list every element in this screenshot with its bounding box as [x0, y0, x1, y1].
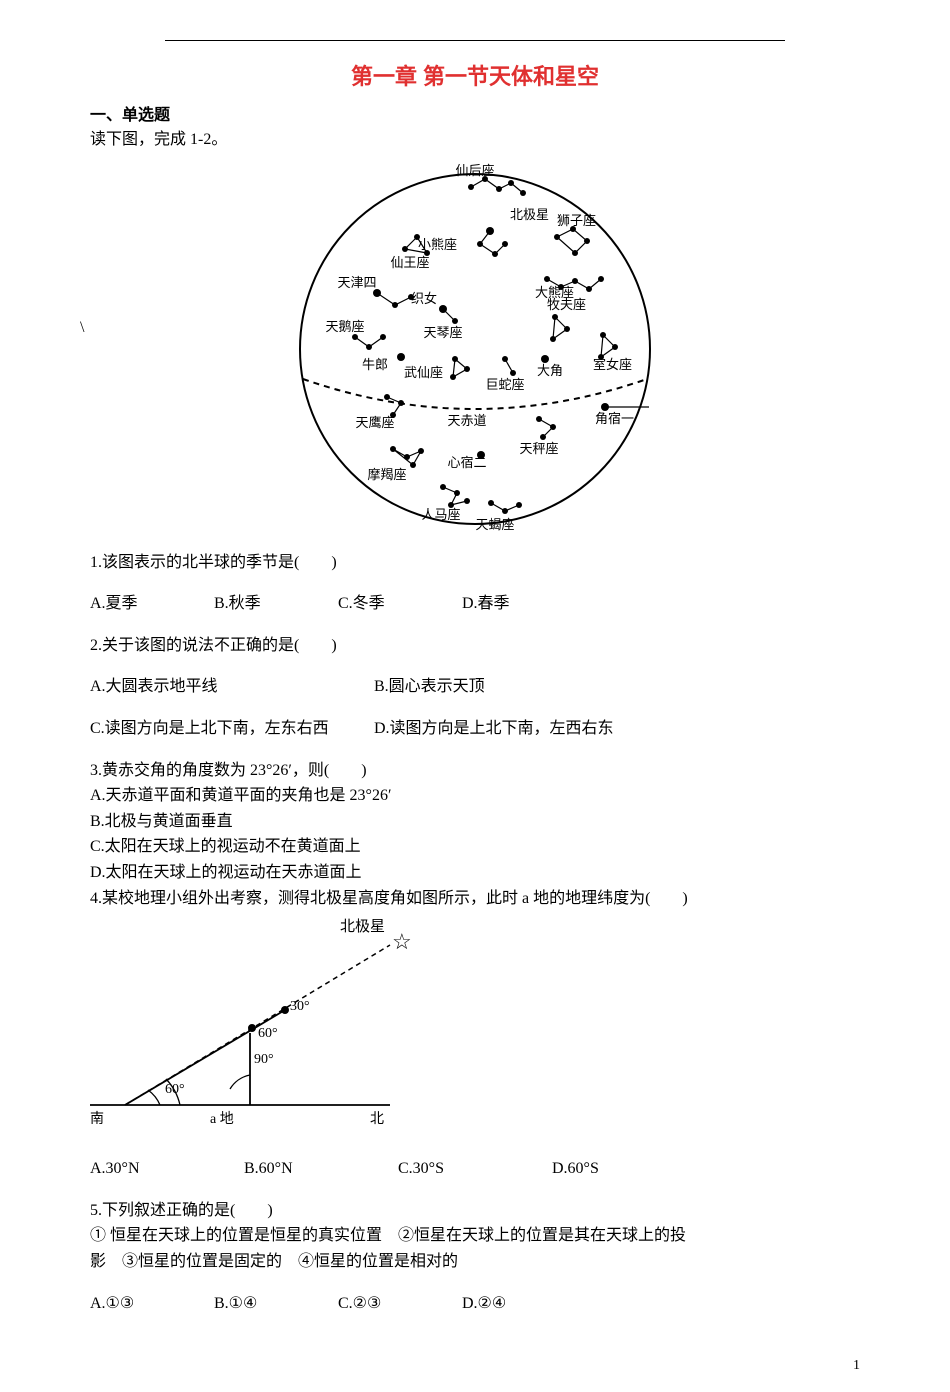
q4-choices: A.30°N B.60°N C.30°S D.60°S: [90, 1156, 860, 1182]
svg-text:天蝎座: 天蝎座: [475, 517, 514, 532]
q4-choice-b: B.60°N: [244, 1156, 394, 1182]
q2-stem: 2.关于该图的说法不正确的是( ): [90, 633, 860, 659]
q5-stem: 5.下列叙述正确的是( ): [90, 1198, 860, 1224]
q1-choice-c: C.冬季: [338, 591, 458, 617]
svg-text:角宿一: 角宿一: [595, 411, 634, 426]
polaris-svg: 北极星 ☆ 30° 60° 60° 90° 南: [90, 915, 450, 1135]
q1-choice-d: D.春季: [462, 591, 582, 617]
svg-text:天秤座: 天秤座: [519, 441, 558, 456]
svg-text:小熊座: 小熊座: [418, 237, 457, 252]
svg-text:巨蛇座: 巨蛇座: [485, 377, 524, 392]
q2-choice-b: B.圆心表示天顶: [374, 674, 485, 700]
page-number: 1: [853, 1358, 860, 1374]
svg-text:牧夫座: 牧夫座: [547, 297, 586, 312]
svg-text:心宿二: 心宿二: [447, 455, 486, 470]
svg-text:织女: 织女: [411, 291, 437, 306]
svg-text:天鹅座: 天鹅座: [325, 319, 364, 334]
svg-text:北极星: 北极星: [340, 918, 385, 935]
q5-statements-2: 影 ③恒星的位置是固定的 ④恒星的位置是相对的: [90, 1249, 860, 1275]
svg-text:牛郎: 牛郎: [362, 357, 388, 372]
svg-text:30°: 30°: [290, 999, 310, 1014]
svg-text:☆: ☆: [392, 929, 412, 954]
svg-text:大角: 大角: [537, 363, 563, 378]
svg-text:天津四: 天津四: [337, 275, 376, 290]
svg-text:武仙座: 武仙座: [404, 365, 443, 380]
q2-choice-d: D.读图方向是上北下南，左西右东: [374, 716, 614, 742]
q3-choice-a: A.天赤道平面和黄道平面的夹角也是 23°26′: [90, 783, 860, 809]
svg-text:天琴座: 天琴座: [423, 325, 462, 340]
svg-text:仙后座: 仙后座: [455, 163, 494, 178]
section-heading: 一、单选题: [90, 101, 860, 125]
q3-stem: 3.黄赤交角的角度数为 23°26′，则( ): [90, 758, 860, 784]
svg-text:南: 南: [90, 1111, 104, 1127]
chapter-title: 第一章 第一节天体和星空: [90, 59, 860, 91]
star-chart-svg: 仙后座 北极星 小熊座 狮子座 仙王座 大熊座 天津四 织女 天琴座 牧夫座 室…: [295, 159, 655, 539]
svg-text:狮子座: 狮子座: [557, 213, 596, 228]
polaris-figure: 北极星 ☆ 30° 60° 60° 90° 南: [90, 915, 860, 1140]
q4-choice-d: D.60°S: [552, 1156, 702, 1182]
q5-choice-c: C.②③: [338, 1291, 458, 1317]
q2-choice-c: C.读图方向是上北下南，左东右西: [90, 716, 370, 742]
q1-choice-a: A.夏季: [90, 591, 210, 617]
q5-choice-d: D.②④: [462, 1291, 582, 1317]
q4-choice-c: C.30°S: [398, 1156, 548, 1182]
q5-choice-b: B.①④: [214, 1291, 334, 1317]
q2-choices-ab: A.大圆表示地平线 B.圆心表示天顶: [90, 674, 860, 700]
q4-stem: 4.某校地理小组外出考察，测得北极星高度角如图所示，此时 a 地的地理纬度为( …: [90, 886, 860, 912]
q4-choice-a: A.30°N: [90, 1156, 240, 1182]
q3-choice-b: B.北极与黄道面垂直: [90, 809, 860, 835]
svg-text:60°: 60°: [165, 1082, 185, 1097]
svg-text:室女座: 室女座: [593, 357, 632, 372]
svg-text:北极星: 北极星: [510, 207, 549, 222]
svg-text:天鹰座: 天鹰座: [355, 415, 394, 430]
q1-choice-b: B.秋季: [214, 591, 334, 617]
q3-choice-d: D.太阳在天球上的视运动在天赤道面上: [90, 860, 860, 886]
svg-text:摩羯座: 摩羯座: [367, 467, 406, 482]
svg-text:北: 北: [370, 1111, 384, 1127]
q1-stem: 1.该图表示的北半球的季节是( ): [90, 550, 860, 576]
q5-choice-a: A.①③: [90, 1291, 210, 1317]
q5-statements-1: ① 恒星在天球上的位置是恒星的真实位置 ②恒星在天球上的位置是其在天球上的投: [90, 1223, 860, 1249]
q2-choice-a: A.大圆表示地平线: [90, 674, 370, 700]
stray-backslash: \: [80, 319, 84, 337]
svg-text:a 地: a 地: [210, 1111, 234, 1127]
intro-text: 读下图，完成 1-2。: [90, 127, 860, 153]
q5-choices: A.①③ B.①④ C.②③ D.②④: [90, 1291, 860, 1317]
star-chart-figure: 仙后座 北极星 小熊座 狮子座 仙王座 大熊座 天津四 织女 天琴座 牧夫座 室…: [90, 159, 860, 544]
q1-choices: A.夏季 B.秋季 C.冬季 D.春季: [90, 591, 860, 617]
top-rule: [165, 40, 785, 41]
q2-choices-cd: C.读图方向是上北下南，左东右西 D.读图方向是上北下南，左西右东: [90, 716, 860, 742]
svg-text:仙王座: 仙王座: [390, 255, 429, 270]
svg-text:90°: 90°: [254, 1052, 274, 1067]
svg-text:60°: 60°: [258, 1026, 278, 1041]
q3-choice-c: C.太阳在天球上的视运动不在黄道面上: [90, 834, 860, 860]
svg-text:人马座: 人马座: [421, 507, 460, 522]
svg-text:天赤道: 天赤道: [447, 413, 486, 428]
